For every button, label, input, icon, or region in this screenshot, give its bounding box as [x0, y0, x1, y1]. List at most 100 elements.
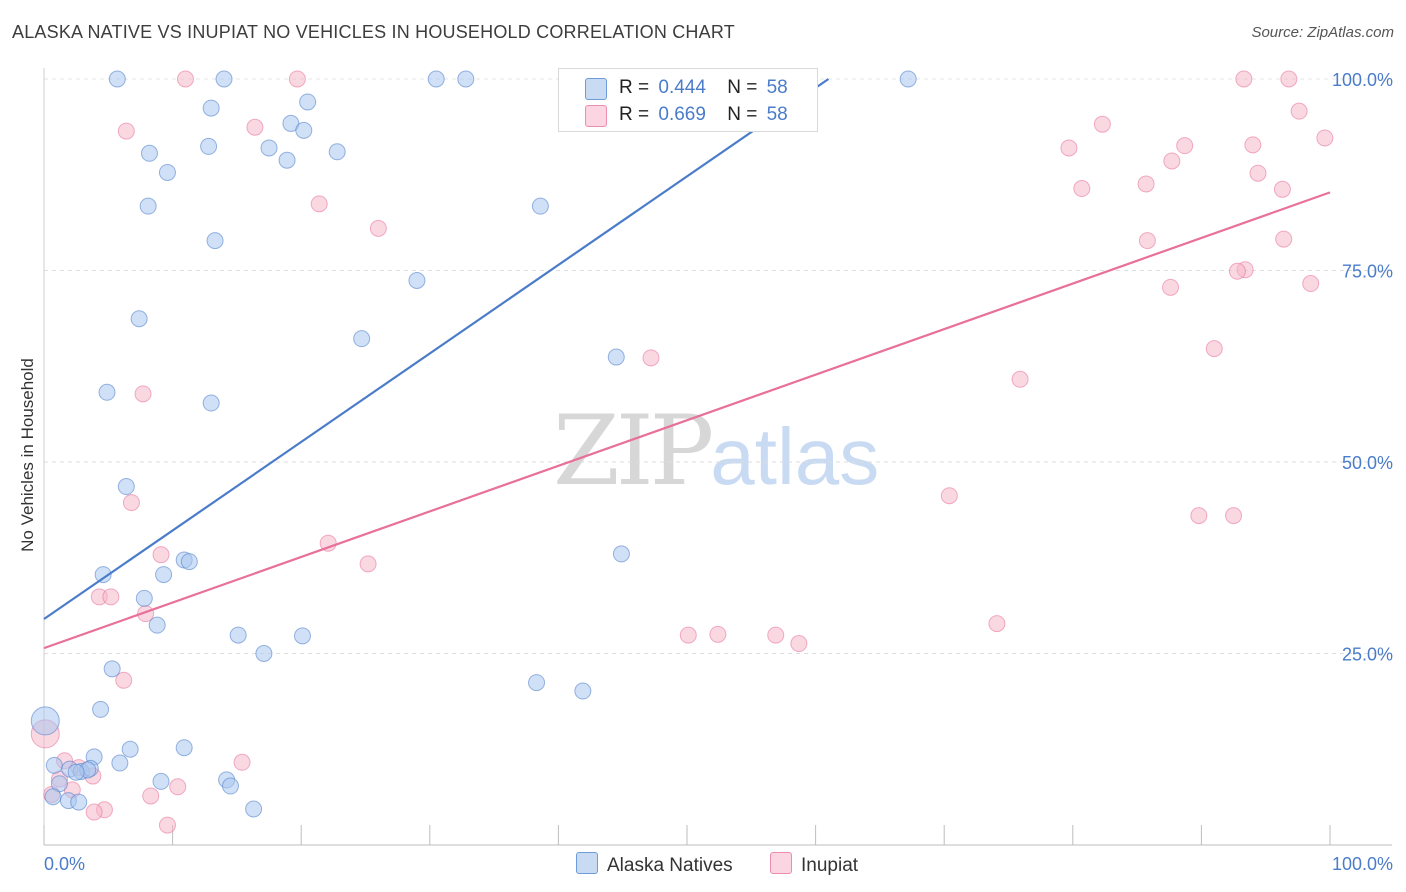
point-inupiat	[233, 753, 251, 771]
point-inupiat	[1205, 340, 1223, 358]
point-alaska-natives	[94, 566, 112, 584]
point-inupiat	[115, 671, 133, 689]
point-alaska-natives	[295, 121, 313, 139]
legend-r-label: R =	[619, 104, 650, 125]
legend-swatch-inupiat	[585, 105, 607, 127]
point-inupiat	[1162, 278, 1180, 296]
point-alaska-natives	[92, 700, 110, 718]
point-alaska-natives	[180, 553, 198, 571]
point-alaska-natives	[111, 754, 129, 772]
point-alaska-natives	[121, 740, 139, 758]
point-alaska-natives	[255, 645, 273, 662]
point-alaska-natives	[155, 566, 173, 584]
source-label: Source: ZipAtlas.com	[1251, 24, 1394, 41]
point-alaska-natives	[206, 232, 224, 250]
point-alaska-natives	[140, 144, 158, 162]
point-inupiat	[158, 816, 176, 834]
point-alaska-natives	[202, 394, 220, 412]
point-alaska-natives	[103, 660, 121, 678]
bottom-swatch-inupiat	[770, 852, 792, 874]
point-alaska-natives	[299, 93, 317, 111]
point-inupiat	[369, 219, 387, 237]
point-alaska-natives	[260, 139, 278, 157]
point-inupiat	[988, 615, 1006, 633]
point-alaska-natives	[135, 589, 153, 607]
point-alaska-natives	[408, 271, 426, 289]
point-alaska-natives	[108, 70, 126, 88]
point-inupiat	[85, 803, 103, 821]
point-inupiat	[1073, 180, 1091, 198]
watermark-atlas: atlas	[710, 412, 880, 501]
point-inupiat	[1011, 370, 1029, 388]
point-inupiat	[102, 588, 120, 606]
legend-n-value: 58	[766, 104, 788, 125]
point-inupiat	[709, 625, 727, 643]
point-inupiat	[1275, 230, 1293, 248]
point-alaska-natives	[328, 143, 346, 161]
point-inupiat	[1060, 139, 1078, 157]
point-inupiat	[122, 494, 140, 512]
point-alaska-natives	[148, 616, 166, 634]
point-inupiat	[1244, 136, 1262, 154]
point-inupiat	[1302, 275, 1320, 293]
point-alaska-natives	[117, 478, 135, 496]
point-inupiat	[310, 195, 328, 213]
point-inupiat	[1190, 507, 1208, 525]
point-alaska-natives	[353, 330, 371, 348]
point-inupiat	[1280, 70, 1298, 88]
point-inupiat	[246, 118, 264, 136]
point-alaska-natives	[278, 151, 296, 169]
point-inupiat	[940, 487, 958, 505]
point-alaska-natives	[130, 310, 148, 328]
point-alaska-natives	[98, 383, 116, 401]
point-inupiat	[1235, 70, 1253, 88]
legend-n-value: 58	[766, 77, 788, 98]
point-alaska-natives	[612, 545, 630, 563]
point-inupiat	[1138, 232, 1156, 250]
point-inupiat	[1316, 129, 1334, 147]
point-inupiat	[142, 787, 160, 805]
point-inupiat	[1273, 180, 1291, 198]
point-alaska-natives	[200, 137, 218, 155]
legend-n-label: N =	[727, 104, 758, 125]
trend-line-inupiat	[43, 191, 1331, 650]
point-inupiat	[1093, 115, 1111, 133]
point-inupiat	[1163, 152, 1181, 170]
point-alaska-natives	[293, 627, 311, 645]
bottom-legend-inupiat: Inupiat	[770, 852, 858, 877]
watermark-zip: ZIP	[553, 395, 714, 507]
point-inupiat	[152, 546, 170, 564]
point-alaska-natives	[245, 800, 263, 818]
point-alaska-natives	[30, 706, 60, 736]
legend-r-label: R =	[619, 77, 650, 98]
point-inupiat	[134, 385, 152, 403]
y-tick-label: 50.0%	[1342, 453, 1393, 473]
point-inupiat	[1137, 175, 1155, 193]
point-alaska-natives	[175, 739, 193, 757]
bottom-swatch-alaska-natives	[576, 852, 598, 874]
point-inupiat	[767, 626, 785, 644]
point-alaska-natives	[45, 756, 63, 774]
trend-line-alaska-natives	[43, 78, 830, 620]
point-alaska-natives	[531, 197, 549, 215]
y-tick-label: 100.0%	[1332, 70, 1393, 90]
legend-swatch-alaska-natives	[585, 78, 607, 100]
legend-r-value: 0.444	[658, 77, 706, 98]
legend-n-label: N =	[727, 77, 758, 98]
point-alaska-natives	[221, 777, 239, 795]
bottom-legend-alaska-natives: Alaska Natives	[576, 852, 733, 877]
y-tick-label: 75.0%	[1342, 262, 1393, 282]
point-alaska-natives	[229, 626, 247, 644]
bottom-legend-label: Alaska Natives	[607, 855, 733, 876]
point-alaska-natives	[574, 682, 592, 700]
point-alaska-natives	[899, 70, 917, 88]
point-inupiat	[319, 534, 337, 552]
point-alaska-natives	[215, 70, 233, 88]
point-inupiat	[642, 349, 660, 367]
point-alaska-natives	[607, 348, 625, 366]
point-inupiat	[176, 70, 194, 88]
y-tick-label: 25.0%	[1342, 645, 1393, 665]
x-tick-label: 0.0%	[44, 854, 85, 874]
point-alaska-natives	[158, 163, 176, 181]
point-alaska-natives	[67, 763, 85, 781]
